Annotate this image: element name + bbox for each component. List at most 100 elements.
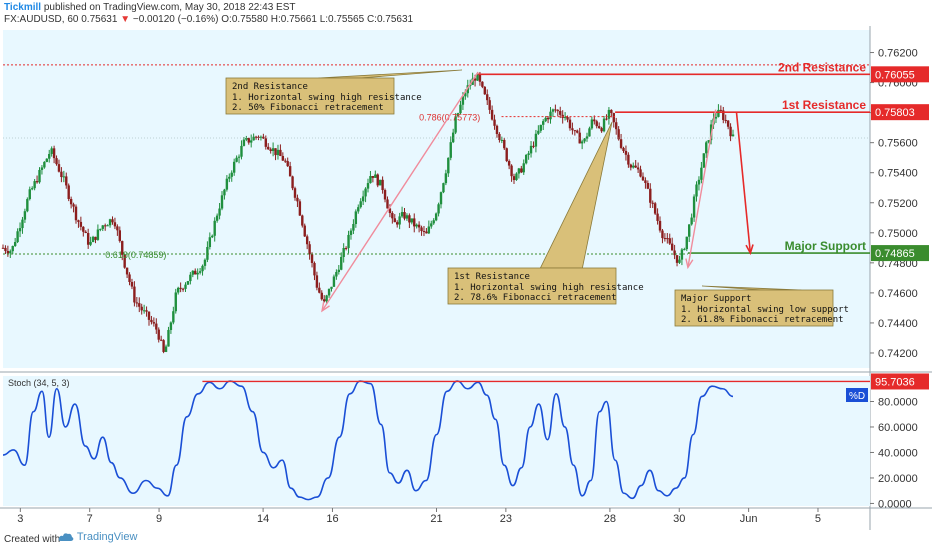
candle-body[interactable]: [145, 310, 148, 312]
candle-body[interactable]: [228, 176, 231, 179]
candle-body[interactable]: [162, 340, 165, 352]
candle-body[interactable]: [31, 188, 34, 190]
candle-body[interactable]: [276, 149, 280, 156]
brand-name[interactable]: Tickmill: [4, 2, 42, 13]
candle-body[interactable]: [189, 274, 192, 282]
candle-body[interactable]: [705, 142, 708, 154]
candle-body[interactable]: [203, 259, 207, 266]
candle-body[interactable]: [503, 139, 506, 149]
candle-body[interactable]: [86, 233, 90, 245]
candle-body[interactable]: [198, 271, 202, 273]
time-axis[interactable]: 3 7 9 14 16 21 23 28 30 Jun 5: [0, 507, 932, 525]
candle-body[interactable]: [573, 130, 577, 132]
candle-body[interactable]: [140, 306, 143, 311]
tradingview-logo[interactable]: TradingView: [58, 531, 137, 543]
candle-body[interactable]: [235, 157, 238, 162]
candle-body[interactable]: [213, 220, 216, 236]
candle-body[interactable]: [651, 202, 654, 204]
candle-body[interactable]: [9, 251, 12, 254]
candle-body[interactable]: [6, 250, 10, 254]
candle-body[interactable]: [456, 113, 460, 117]
candle-body[interactable]: [325, 295, 328, 302]
candle-body[interactable]: [347, 234, 350, 249]
candle-body[interactable]: [678, 259, 681, 263]
candle-body[interactable]: [130, 282, 134, 287]
candle-body[interactable]: [566, 117, 569, 120]
candle-body[interactable]: [629, 164, 633, 168]
candle-body[interactable]: [505, 148, 508, 162]
candle-body[interactable]: [542, 121, 545, 125]
candle-body[interactable]: [52, 148, 56, 159]
candle-body[interactable]: [481, 81, 484, 87]
candle-body[interactable]: [381, 179, 384, 191]
candle-body[interactable]: [639, 169, 642, 177]
candle-body[interactable]: [357, 207, 360, 212]
candle-body[interactable]: [605, 118, 608, 120]
candle-body[interactable]: [442, 183, 445, 193]
candle-body[interactable]: [559, 110, 562, 115]
candle-body[interactable]: [692, 196, 696, 218]
candle-body[interactable]: [184, 284, 187, 289]
candle-body[interactable]: [196, 272, 199, 275]
candle-body[interactable]: [113, 222, 117, 227]
candle-body[interactable]: [544, 117, 547, 122]
candle-body[interactable]: [722, 110, 725, 120]
candle-body[interactable]: [308, 244, 311, 255]
candle-body[interactable]: [726, 120, 730, 127]
candle-body[interactable]: [585, 136, 589, 139]
candle-body[interactable]: [208, 237, 212, 248]
candle-body[interactable]: [257, 136, 260, 138]
candle-body[interactable]: [313, 262, 316, 276]
candle-body[interactable]: [57, 164, 61, 172]
candle-body[interactable]: [172, 311, 175, 323]
candle-body[interactable]: [688, 224, 691, 237]
candle-body[interactable]: [617, 129, 620, 140]
candle-body[interactable]: [512, 176, 516, 181]
candle-body[interactable]: [320, 292, 323, 300]
stoch-pane[interactable]: Stoch (34, 5, 3) 80.0000 60.0000 40.0000 20.…: [2, 373, 929, 510]
candle-body[interactable]: [72, 204, 75, 207]
candle-body[interactable]: [74, 206, 78, 221]
candle-body[interactable]: [218, 208, 221, 216]
candle-body[interactable]: [43, 161, 46, 168]
candle-body[interactable]: [583, 138, 586, 142]
candle-body[interactable]: [337, 269, 341, 272]
candle-body[interactable]: [264, 138, 268, 147]
candle-body[interactable]: [106, 225, 109, 227]
candle-body[interactable]: [50, 148, 53, 154]
price-pane[interactable]: 0.762000.760000.758000.756000.754000.752…: [0, 26, 932, 530]
candle-body[interactable]: [167, 329, 170, 347]
candle-body[interactable]: [310, 254, 314, 263]
candle-body[interactable]: [267, 146, 270, 150]
candle-body[interactable]: [269, 149, 272, 152]
candle-body[interactable]: [451, 132, 455, 143]
candle-body[interactable]: [663, 238, 667, 240]
candle-body[interactable]: [125, 267, 129, 275]
candle-body[interactable]: [179, 287, 182, 289]
candle-body[interactable]: [340, 256, 343, 270]
candle-body[interactable]: [410, 218, 414, 223]
candle-body[interactable]: [138, 303, 141, 307]
target-arrow[interactable]: [735, 112, 752, 254]
candle-body[interactable]: [529, 145, 533, 154]
candle-body[interactable]: [194, 270, 197, 275]
candle-body[interactable]: [700, 167, 703, 180]
candle-body[interactable]: [383, 190, 387, 200]
candle-body[interactable]: [666, 238, 669, 240]
candle-body[interactable]: [408, 215, 411, 223]
candle-body[interactable]: [225, 178, 229, 190]
candle-body[interactable]: [247, 137, 250, 143]
candle-body[interactable]: [242, 139, 246, 146]
candle-body[interactable]: [488, 100, 491, 110]
candle-body[interactable]: [11, 245, 14, 252]
candle-body[interactable]: [500, 139, 504, 141]
fib-swing-arrow-1[interactable]: [321, 71, 479, 312]
candle-body[interactable]: [291, 176, 294, 189]
candle-body[interactable]: [434, 213, 438, 221]
stoch-d-line[interactable]: [2, 380, 734, 501]
candle-body[interactable]: [415, 224, 418, 227]
candle-body[interactable]: [731, 134, 735, 137]
candle-body[interactable]: [646, 182, 650, 189]
candle-body[interactable]: [498, 134, 501, 140]
candle-body[interactable]: [48, 153, 51, 159]
